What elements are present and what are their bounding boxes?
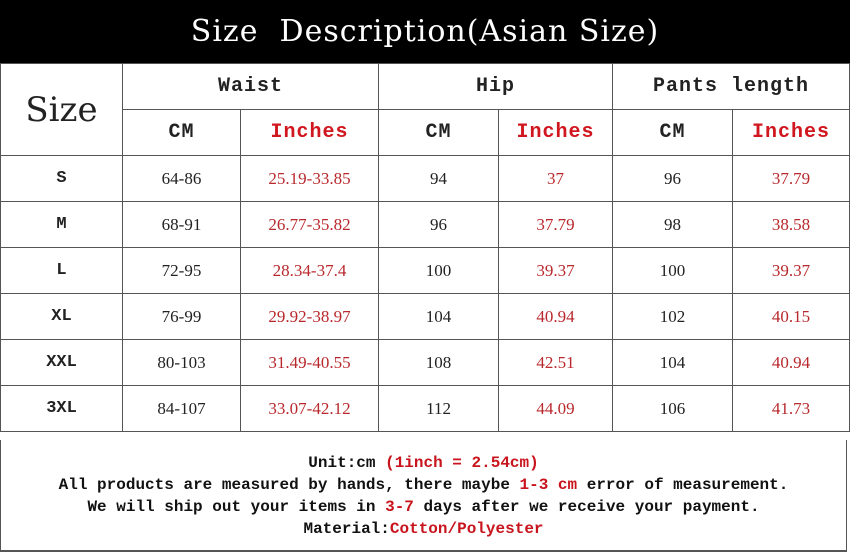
unit-header: CM bbox=[122, 109, 241, 156]
shipping-note: We will ship out your items in 3-7 days … bbox=[87, 498, 760, 516]
hip-header: Hip bbox=[378, 63, 614, 110]
unit-header: CM bbox=[612, 109, 734, 156]
table-cell: 28.34-37.4 bbox=[239, 247, 380, 294]
table-cell: 104 bbox=[612, 339, 734, 386]
table-cell: 37 bbox=[498, 155, 614, 202]
table-row: L 72-95 28.34-37.4 100 39.37 100 39.37 bbox=[0, 247, 850, 294]
page-title: Size Description(Asian Size) bbox=[0, 0, 850, 63]
table-cell: 25.19-33.85 bbox=[239, 155, 380, 202]
table-row: 3XL 84-107 33.07-42.12 112 44.09 106 41.73 bbox=[0, 385, 850, 432]
table-cell: 42.51 bbox=[498, 339, 614, 386]
table-cell: 80-103 bbox=[122, 339, 241, 386]
table-cell: 40.94 bbox=[732, 339, 850, 386]
size-label: L bbox=[0, 247, 123, 294]
unit-header: Inches bbox=[498, 109, 614, 156]
table-cell: 96 bbox=[378, 201, 500, 248]
table-cell: 64-86 bbox=[122, 155, 241, 202]
table-row: M 68-91 26.77-35.82 96 37.79 98 38.58 bbox=[0, 201, 850, 248]
measurement-note: All products are measured by hands, ther… bbox=[58, 476, 789, 494]
size-table: Size Waist Hip Pants length CM Inches CM In… bbox=[0, 63, 850, 432]
table-cell: 104 bbox=[378, 293, 500, 340]
table-cell: 100 bbox=[378, 247, 500, 294]
table-cell: 112 bbox=[378, 385, 500, 432]
table-cell: 44.09 bbox=[498, 385, 614, 432]
pants-length-header: Pants length bbox=[612, 63, 850, 110]
table-cell: 33.07-42.12 bbox=[239, 385, 380, 432]
size-label: 3XL bbox=[0, 385, 123, 432]
table-cell: 106 bbox=[612, 385, 734, 432]
table-cell: 37.79 bbox=[498, 201, 614, 248]
table-cell: 102 bbox=[612, 293, 734, 340]
table-cell: 39.37 bbox=[732, 247, 850, 294]
table-cell: 41.73 bbox=[732, 385, 850, 432]
material-note: Material:Cotton/Polyester bbox=[303, 520, 544, 538]
waist-header: Waist bbox=[121, 63, 380, 110]
table-cell: 72-95 bbox=[122, 247, 241, 294]
size-label: XL bbox=[0, 293, 123, 340]
footer-notes: Unit:cm (1inch = 2.54cm) All products ar… bbox=[0, 440, 847, 552]
table-row: XL 76-99 29.92-38.97 104 40.94 102 40.15 bbox=[0, 293, 850, 340]
size-label: S bbox=[0, 155, 123, 202]
unit-header: Inches bbox=[239, 109, 380, 156]
table-cell: 76-99 bbox=[122, 293, 241, 340]
table-cell: 26.77-35.82 bbox=[239, 201, 380, 248]
unit-note: Unit:cm (1inch = 2.54cm) bbox=[308, 454, 539, 472]
table-cell: 94 bbox=[378, 155, 500, 202]
table-cell: 100 bbox=[612, 247, 734, 294]
unit-header: CM bbox=[378, 109, 500, 156]
table-cell: 39.37 bbox=[498, 247, 614, 294]
table-cell: 96 bbox=[612, 155, 734, 202]
table-row: S 64-86 25.19-33.85 94 37 96 37.79 bbox=[0, 155, 850, 202]
table-cell: 29.92-38.97 bbox=[239, 293, 380, 340]
table-cell: 68-91 bbox=[122, 201, 241, 248]
unit-header: Inches bbox=[732, 109, 850, 156]
table-cell: 38.58 bbox=[732, 201, 850, 248]
table-cell: 98 bbox=[612, 201, 734, 248]
size-label: XXL bbox=[0, 339, 123, 386]
table-cell: 37.79 bbox=[732, 155, 850, 202]
size-header: Size bbox=[0, 63, 123, 156]
table-row: XXL 80-103 31.49-40.55 108 42.51 104 40.94 bbox=[0, 339, 850, 386]
table-cell: 108 bbox=[378, 339, 500, 386]
table-cell: 31.49-40.55 bbox=[239, 339, 380, 386]
size-label: M bbox=[0, 201, 123, 248]
table-cell: 40.94 bbox=[498, 293, 614, 340]
table-cell: 84-107 bbox=[122, 385, 241, 432]
table-cell: 40.15 bbox=[732, 293, 850, 340]
